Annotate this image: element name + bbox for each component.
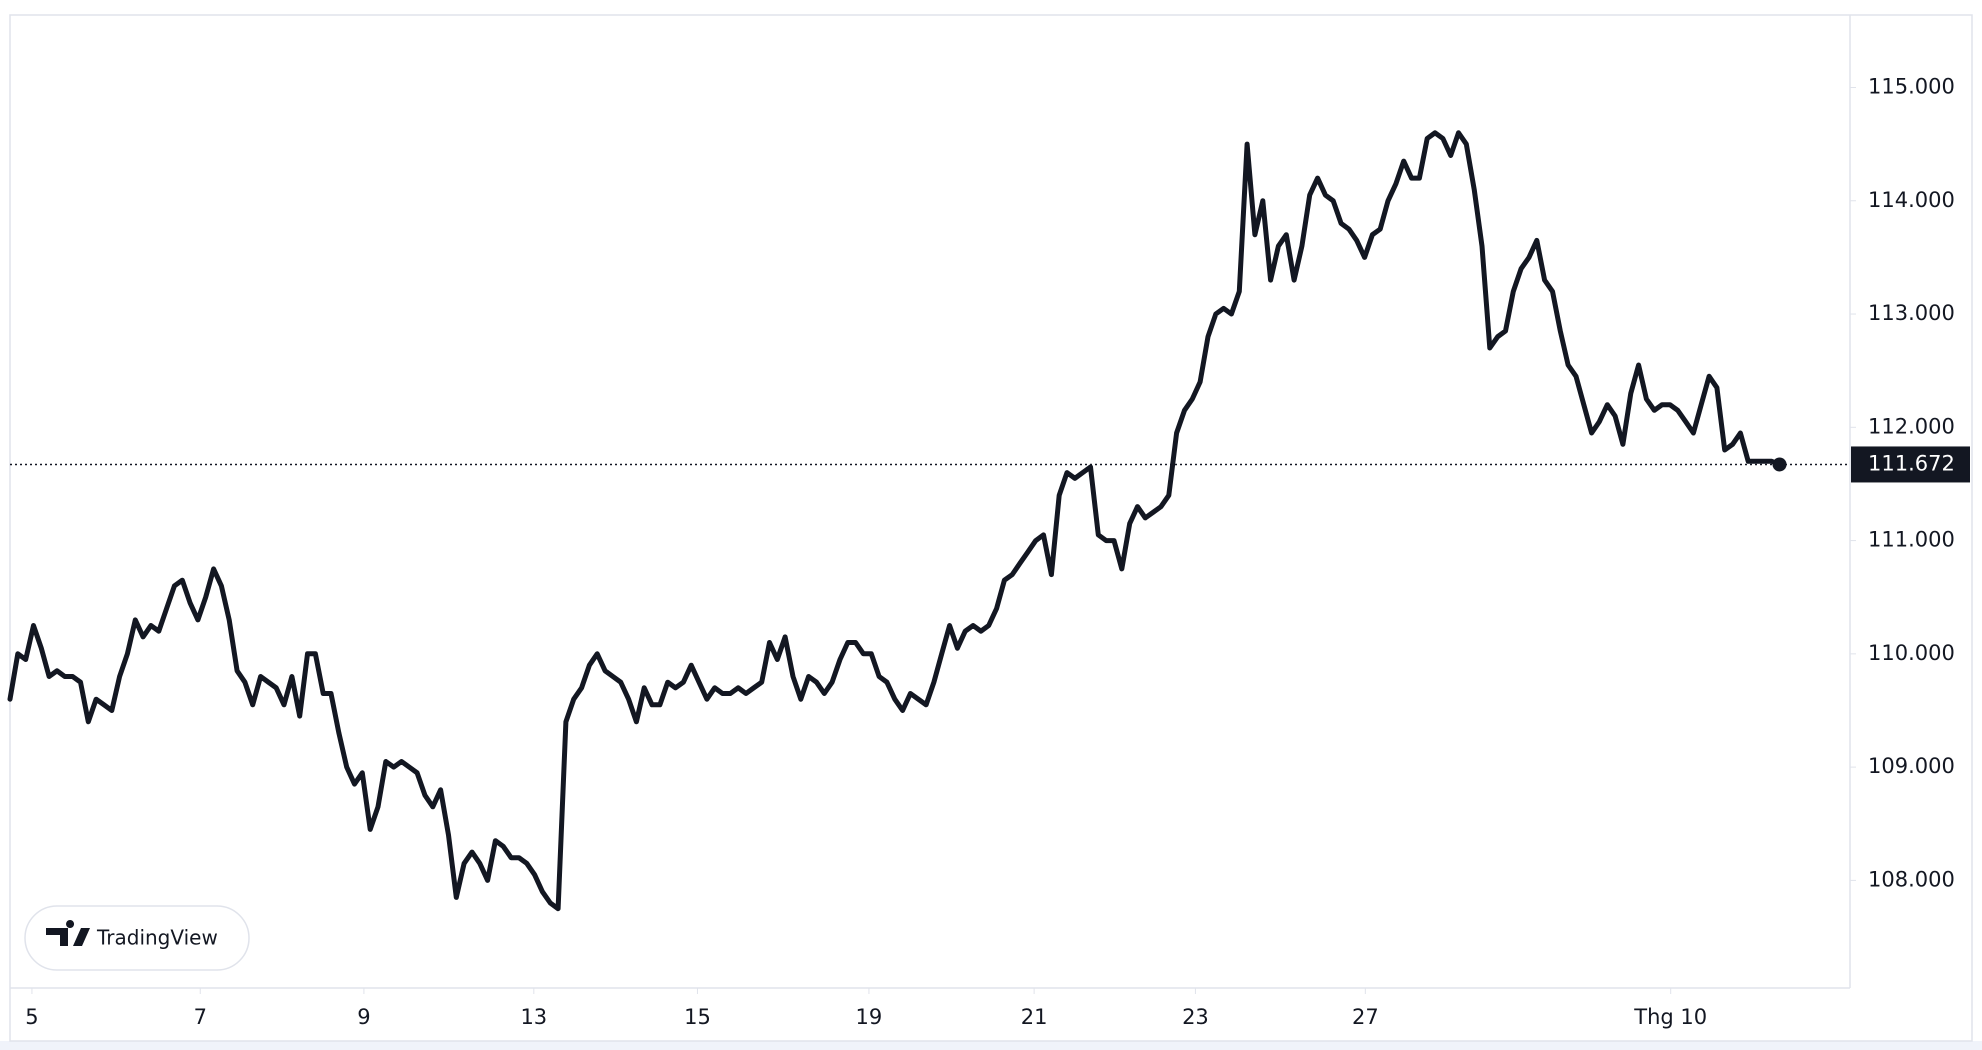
last-point bbox=[1772, 457, 1787, 472]
price-line bbox=[7, 130, 1782, 912]
x-tick-label: Thg 10 bbox=[1633, 1005, 1707, 1029]
y-tick-label: 113.000 bbox=[1868, 301, 1955, 325]
watermark-text: TradingView bbox=[96, 926, 218, 950]
x-tick-label: 23 bbox=[1182, 1005, 1209, 1029]
x-tick-label: 27 bbox=[1352, 1005, 1379, 1029]
x-tick-label: 7 bbox=[194, 1005, 207, 1029]
bottom-strip bbox=[0, 1041, 1982, 1050]
last-price-label: 111.672 bbox=[1868, 451, 1955, 475]
logo bbox=[46, 920, 90, 946]
y-tick-label: 114.000 bbox=[1868, 188, 1955, 212]
y-tick-label: 110.000 bbox=[1868, 641, 1955, 665]
watermark-badge[interactable]: TradingView bbox=[24, 905, 250, 971]
x-tick-label: 13 bbox=[520, 1005, 547, 1029]
y-tick-label: 108.000 bbox=[1868, 867, 1955, 891]
x-tick-label: 21 bbox=[1021, 1005, 1048, 1029]
y-tick-label: 109.000 bbox=[1868, 754, 1955, 778]
badge bbox=[24, 905, 250, 971]
last-price-box bbox=[1851, 446, 1970, 483]
x-tick-label: 15 bbox=[684, 1005, 711, 1029]
y-tick-label: 112.000 bbox=[1868, 414, 1955, 438]
x-tick-label: 9 bbox=[357, 1005, 370, 1029]
y-tick-label: 115.000 bbox=[1868, 74, 1955, 98]
x-tick-label: 19 bbox=[856, 1005, 883, 1029]
y-tick-label: 111.000 bbox=[1868, 528, 1955, 552]
x-tick-label: 5 bbox=[25, 1005, 38, 1029]
frame bbox=[9, 14, 1973, 1042]
